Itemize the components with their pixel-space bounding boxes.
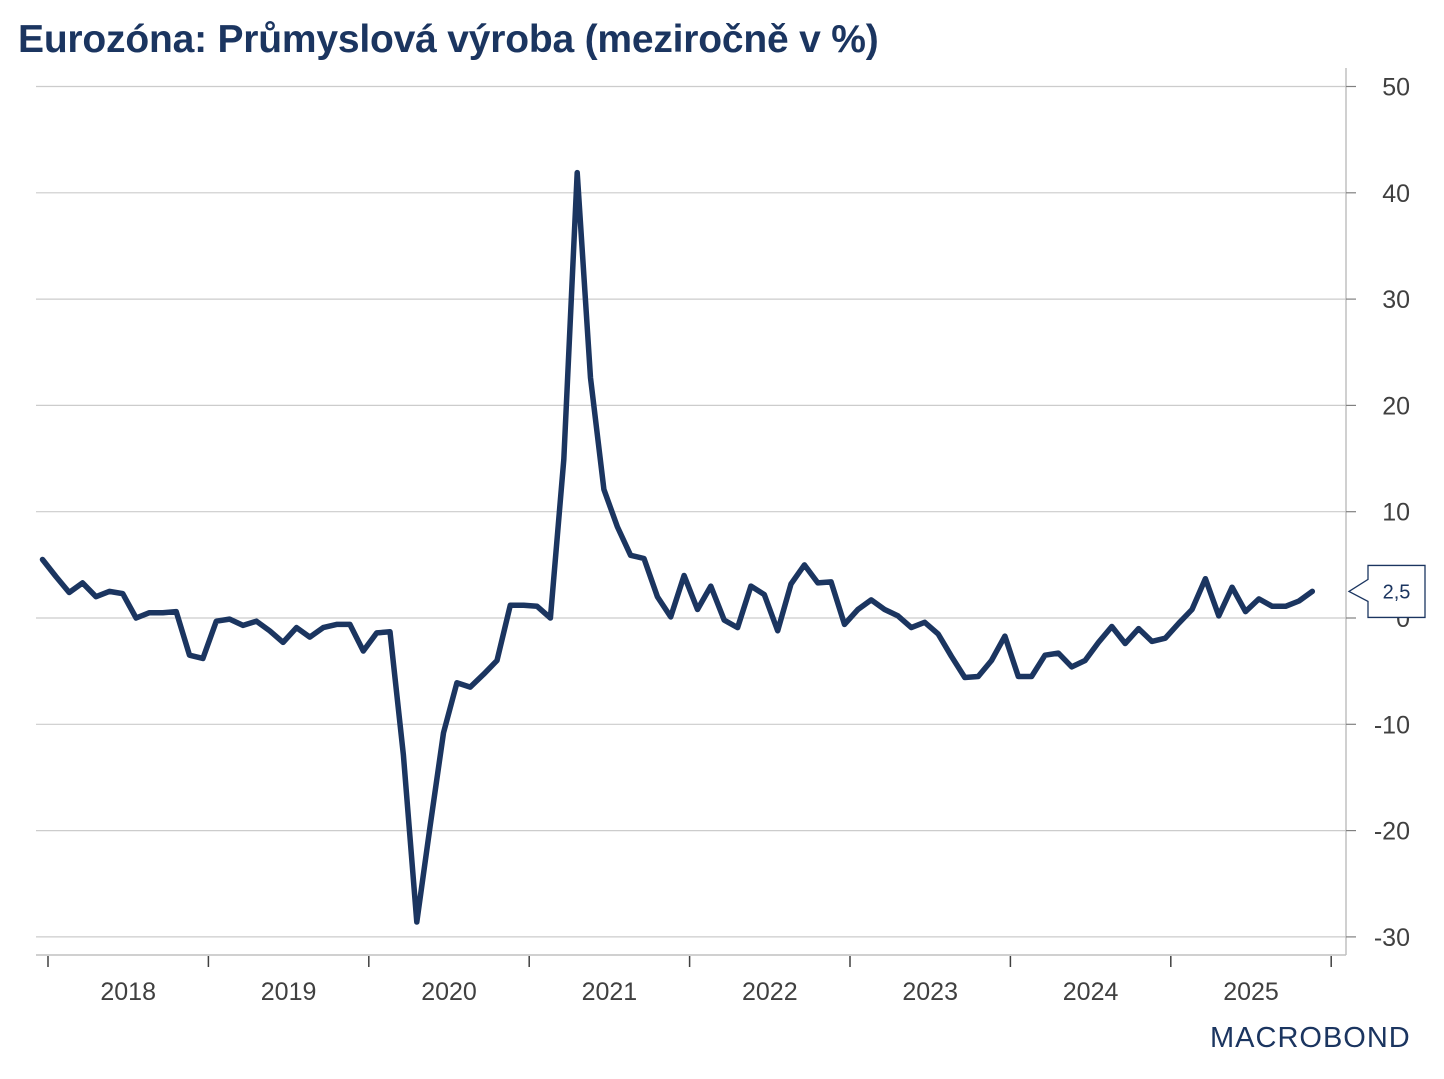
x-tick-label: 2020: [421, 978, 477, 1006]
gridlines: [36, 85, 1346, 938]
y-tick-label: 30: [1382, 286, 1410, 314]
x-axis-ticks: 2018 2019 2020 2021 2022 2023 2024 2025: [47, 956, 1332, 1006]
y-tick-label: 20: [1382, 392, 1410, 420]
x-tick-label: 2022: [742, 978, 798, 1006]
y-tick-label: 50: [1382, 74, 1410, 102]
x-tick-label: 2025: [1223, 978, 1279, 1006]
y-tick-label: -20: [1374, 818, 1410, 846]
callout-box: [1347, 564, 1426, 619]
chart-title: Eurozóna: Průmyslová výroba (meziročně v…: [18, 18, 879, 61]
x-tick-label: 2021: [582, 978, 638, 1006]
x-tick-label: 2019: [261, 978, 317, 1006]
last-value-label: 2,5: [1383, 581, 1411, 603]
y-tick-label: 40: [1382, 180, 1410, 208]
macrobond-logo: MACROBOND: [1210, 1022, 1411, 1055]
last-value-callout: 2,5: [1347, 564, 1426, 619]
y-tick-label: -10: [1374, 711, 1410, 739]
logo-text: MACROBOND: [1210, 1022, 1411, 1054]
y-tick-label: 10: [1382, 499, 1410, 527]
x-tick-label: 2024: [1063, 978, 1119, 1006]
x-tick-label: 2023: [902, 978, 958, 1006]
y-tick-label: -30: [1374, 924, 1410, 952]
series-line: [39, 169, 1316, 925]
x-tick-label: 2018: [100, 978, 156, 1006]
